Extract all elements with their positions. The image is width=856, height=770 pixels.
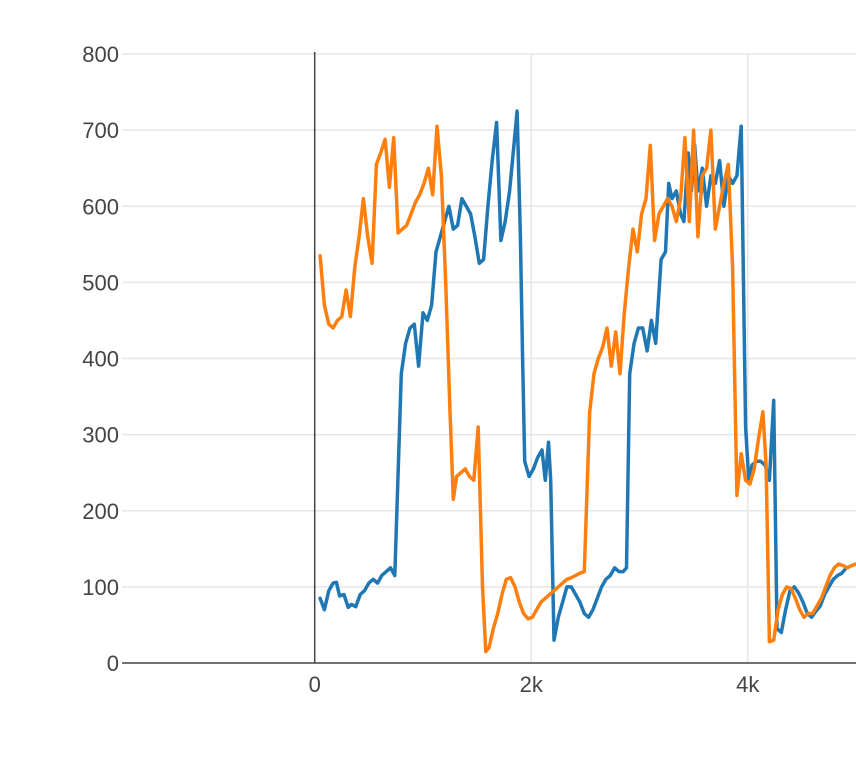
y-tick-label: 400 — [82, 347, 119, 372]
y-tick-label: 700 — [82, 118, 119, 143]
y-tick-label: 800 — [82, 42, 119, 67]
y-tick-label: 100 — [82, 575, 119, 600]
x-tick-labels: 0 2k 4k — [309, 672, 761, 697]
x-tick-label: 2k — [520, 672, 544, 697]
y-tick-label: 200 — [82, 499, 119, 524]
y-tick-label: 300 — [82, 423, 119, 448]
y-tick-label: 500 — [82, 270, 119, 295]
axes — [122, 52, 856, 664]
x-tick-label: 0 — [309, 672, 321, 697]
series-lines — [318, 109, 856, 654]
y-tick-label: 0 — [107, 651, 119, 676]
series-line-2 — [318, 124, 856, 654]
y-tick-labels: 0 100 200 300 400 500 600 700 800 — [82, 42, 119, 676]
x-tick-label: 4k — [736, 672, 760, 697]
y-tick-label: 600 — [82, 194, 119, 219]
